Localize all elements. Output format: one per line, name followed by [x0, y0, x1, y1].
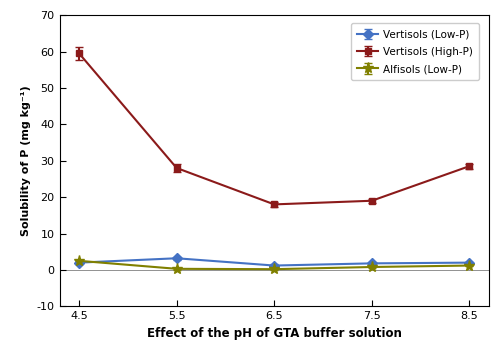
X-axis label: Effect of the pH of GTA buffer solution: Effect of the pH of GTA buffer solution	[147, 327, 402, 340]
Y-axis label: Solubility of P (mg kg⁻¹): Solubility of P (mg kg⁻¹)	[21, 85, 31, 236]
Legend: Vertisols (Low-P), Vertisols (High-P), Alfisols (Low-P): Vertisols (Low-P), Vertisols (High-P), A…	[351, 23, 480, 80]
